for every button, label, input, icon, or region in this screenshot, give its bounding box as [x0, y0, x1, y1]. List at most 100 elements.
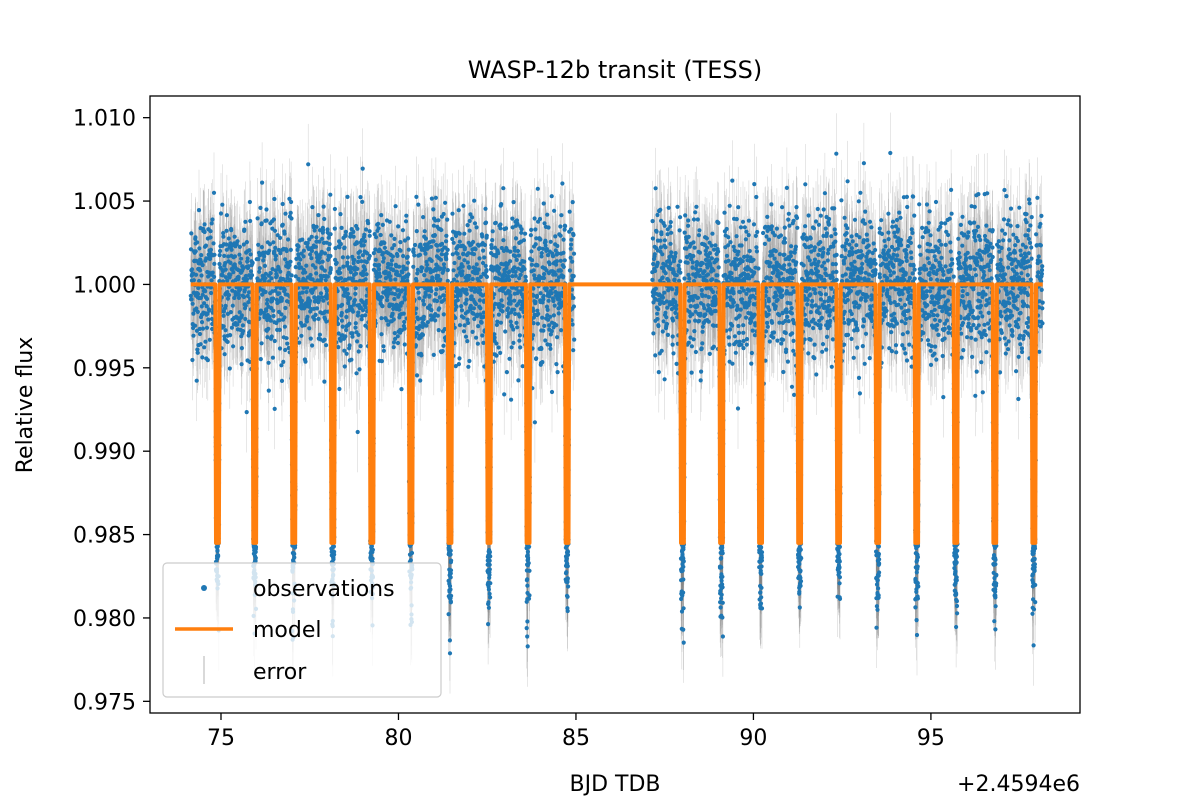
observation-point: [725, 302, 730, 308]
observation-point: [898, 297, 903, 302]
observation-point: [735, 406, 741, 411]
observation-point: [273, 253, 279, 258]
observation-point: [256, 242, 261, 247]
observation-point: [691, 240, 696, 245]
observation-point: [313, 244, 318, 249]
observation-point: [447, 651, 453, 656]
observation-point: [669, 250, 674, 255]
observation-point: [310, 205, 315, 210]
observation-point: [423, 251, 428, 256]
observation-point: [332, 206, 337, 212]
observation-point: [381, 256, 386, 261]
observation-point: [827, 216, 832, 222]
observation-point: [926, 220, 931, 225]
observation-point: [445, 268, 450, 273]
observation-point: [697, 250, 703, 255]
observation-point: [882, 238, 887, 243]
observation-point: [391, 340, 397, 345]
observation-point: [864, 232, 869, 237]
observation-point: [508, 259, 513, 264]
observation-point: [467, 273, 472, 279]
observation-point: [663, 310, 668, 315]
observation-point: [741, 330, 746, 335]
observation-point: [225, 296, 231, 301]
observation-point: [352, 298, 357, 303]
observation-point: [389, 262, 394, 267]
observation-point: [431, 207, 436, 212]
observation-point: [473, 247, 478, 252]
observation-point: [766, 237, 772, 242]
observation-point: [288, 247, 293, 252]
observation-point: [860, 344, 865, 349]
observation-point: [807, 286, 812, 291]
observation-point: [235, 322, 240, 327]
observation-point: [691, 253, 696, 259]
observation-point: [439, 252, 444, 257]
observation-point: [488, 267, 494, 272]
observation-point: [296, 276, 301, 282]
observation-point: [194, 272, 199, 277]
observation-point: [406, 236, 411, 241]
observation-point: [517, 338, 522, 343]
observation-point: [849, 246, 855, 251]
observation-point: [811, 317, 816, 322]
observation-point: [709, 256, 715, 261]
observation-point: [204, 325, 210, 330]
observation-point: [389, 233, 394, 238]
observation-point: [425, 262, 430, 267]
observation-point: [343, 334, 348, 339]
observation-point: [888, 150, 893, 156]
observation-point: [467, 358, 472, 364]
observation-point: [904, 258, 909, 263]
observation-point: [359, 259, 364, 264]
observation-point: [548, 342, 553, 348]
observation-point: [280, 222, 285, 227]
observation-point: [730, 323, 735, 328]
observation-point: [466, 251, 471, 256]
observation-point: [259, 341, 264, 346]
observation-point: [804, 237, 810, 242]
observation-point: [266, 360, 271, 365]
observation-point: [706, 303, 711, 308]
observation-point: [859, 296, 864, 301]
observation-point: [305, 314, 310, 319]
observation-point: [489, 245, 494, 251]
observation-point: [920, 235, 925, 240]
observation-point: [439, 227, 444, 233]
observation-point: [775, 297, 780, 302]
observation-point: [271, 313, 276, 319]
observation-point: [766, 299, 772, 304]
observation-point: [472, 316, 477, 322]
observation-point: [808, 337, 813, 342]
observation-point: [567, 209, 572, 214]
observation-point: [733, 350, 738, 355]
observation-point: [273, 245, 278, 250]
observation-point: [278, 269, 283, 274]
observation-point: [242, 288, 247, 293]
observation-point: [791, 218, 796, 223]
observation-point: [656, 370, 661, 375]
observation-point: [935, 300, 941, 305]
observation-point: [683, 213, 688, 218]
observation-point: [664, 315, 669, 320]
observation-point: [355, 429, 360, 435]
observation-point: [278, 285, 283, 291]
observation-point: [655, 260, 660, 265]
observation-point: [331, 557, 336, 562]
observation-point: [442, 327, 447, 332]
observation-point: [501, 238, 506, 243]
observation-point: [731, 291, 736, 296]
observation-point: [420, 332, 425, 337]
observation-point: [525, 619, 530, 624]
observation-point: [522, 259, 527, 264]
observation-point: [893, 234, 898, 239]
observation-point: [937, 238, 942, 243]
observation-point: [417, 296, 422, 301]
observation-point: [660, 275, 665, 280]
observation-point: [703, 293, 708, 298]
observation-point: [442, 293, 447, 298]
observation-point: [842, 342, 847, 347]
observation-point: [661, 319, 666, 324]
observation-point: [806, 351, 811, 356]
observation-point: [906, 289, 911, 295]
